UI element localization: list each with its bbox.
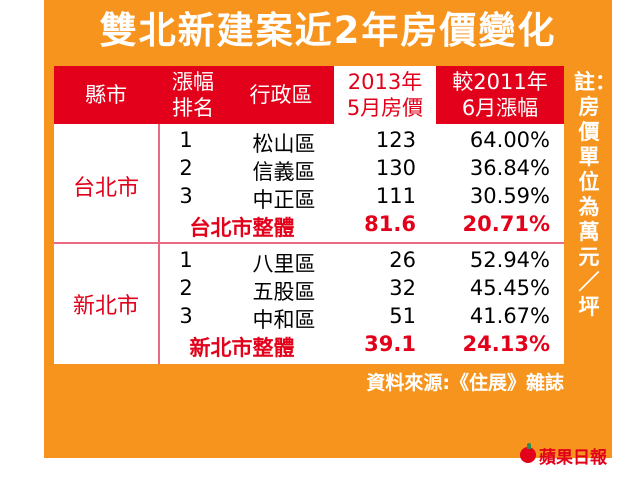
header-price-line1: 2013年 xyxy=(347,70,423,94)
rank-cell: 3 xyxy=(179,184,193,208)
district-cell: 中和區 xyxy=(252,308,316,332)
rank-cell: 1 xyxy=(179,248,193,272)
header-city-label: 縣市 xyxy=(85,83,127,107)
apple-icon xyxy=(520,443,536,463)
district-cell: 松山區 xyxy=(252,132,316,156)
change-cell: 41.67% xyxy=(469,304,550,328)
price-cell: 51 xyxy=(389,304,416,328)
header-rank-line1: 漲幅 xyxy=(172,70,214,94)
header-rank: 漲幅 排名 xyxy=(158,66,228,124)
total-change: 20.71% xyxy=(462,212,550,236)
rank-cell: 2 xyxy=(179,276,193,300)
total-label: 新北市整體 xyxy=(189,336,295,360)
price-table: 縣市 漲幅 排名 行政區 2013年 5月房價 較2011年 6月漲幅 台北市 … xyxy=(54,66,564,364)
rank-cell: 2 xyxy=(179,156,193,180)
publisher-name: 蘋果日報 xyxy=(539,447,607,468)
total-change: 24.13% xyxy=(462,332,550,356)
group-divider xyxy=(54,242,564,244)
header-city: 縣市 xyxy=(54,66,158,124)
source-credit: 資料來源:《住展》雜誌 xyxy=(366,372,564,394)
header-price-line2: 5月房價 xyxy=(346,96,424,120)
city-column-divider xyxy=(158,124,160,364)
price-cell: 32 xyxy=(389,276,416,300)
header-change-line1: 較2011年 xyxy=(452,70,548,94)
price-cell: 130 xyxy=(375,156,416,180)
header-district-label: 行政區 xyxy=(249,83,313,107)
rank-cell: 1 xyxy=(179,128,193,152)
district-cell: 中正區 xyxy=(252,188,316,212)
district-cell: 五股區 xyxy=(252,280,316,304)
rank-cell: 3 xyxy=(179,304,193,328)
change-cell: 45.45% xyxy=(469,276,550,300)
total-label: 台北市整體 xyxy=(189,216,295,240)
header-change: 較2011年 6月漲幅 xyxy=(436,66,564,124)
unit-note: 註：房價單位為萬元／坪 xyxy=(574,70,616,319)
header-change-line2: 6月漲幅 xyxy=(461,96,539,120)
city-label: 新北市 xyxy=(72,294,139,319)
infographic-title: 雙北新建案近2年房價變化 xyxy=(99,9,557,52)
change-cell: 36.84% xyxy=(469,156,550,180)
change-cell: 30.59% xyxy=(469,184,550,208)
price-cell: 123 xyxy=(375,128,416,152)
city-label: 台北市 xyxy=(72,176,139,201)
total-price: 81.6 xyxy=(364,212,416,236)
price-cell: 111 xyxy=(375,184,416,208)
district-cell: 信義區 xyxy=(252,160,316,184)
change-cell: 52.94% xyxy=(469,248,550,272)
publisher-logo: 蘋果日報 xyxy=(520,440,607,470)
price-cell: 26 xyxy=(389,248,416,272)
header-rank-line2: 排名 xyxy=(172,96,214,120)
total-price: 39.1 xyxy=(364,332,416,356)
district-cell: 八里區 xyxy=(252,252,316,276)
header-price: 2013年 5月房價 xyxy=(334,66,436,124)
header-district: 行政區 xyxy=(228,66,334,124)
change-cell: 64.00% xyxy=(469,128,550,152)
